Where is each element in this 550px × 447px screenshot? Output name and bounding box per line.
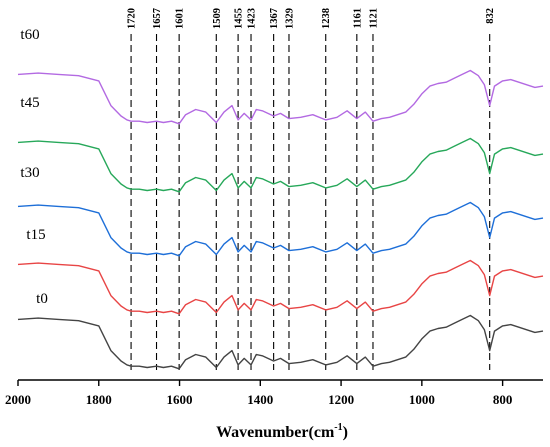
x-tick-label-1400: 1400 bbox=[247, 392, 273, 407]
series-label-t30: t30 bbox=[20, 165, 39, 181]
peak-label-1238: 1238 bbox=[321, 8, 332, 29]
series-line-t30 bbox=[17, 201, 544, 257]
x-axis: 2000 1800 1600 1400 1200 1000 800 bbox=[5, 379, 543, 407]
peak-marker-group: 1720 1657 1601 1509 1455 1423 1367 1329 1238 1161… bbox=[127, 8, 496, 370]
x-tick-label-800: 800 bbox=[493, 392, 513, 407]
series-label-group: t0 t15 t30 t45 t60 bbox=[20, 27, 47, 307]
series-label-t45: t45 bbox=[20, 95, 39, 111]
series-label-t60: t60 bbox=[20, 27, 39, 43]
x-axis-title-unit-exponent: -1 bbox=[334, 422, 342, 433]
peak-label-1720: 1720 bbox=[127, 8, 138, 29]
peak-label-1423: 1423 bbox=[247, 8, 258, 29]
series-label-t0: t0 bbox=[36, 291, 48, 307]
series-line-t0 bbox=[17, 314, 544, 370]
x-axis-title-close: ) bbox=[343, 424, 348, 441]
peak-label-1329: 1329 bbox=[284, 8, 295, 29]
peak-label-1455: 1455 bbox=[234, 8, 245, 29]
x-tick-label-1600: 1600 bbox=[167, 392, 193, 407]
series-label-t15: t15 bbox=[26, 227, 45, 243]
series-group bbox=[17, 69, 544, 370]
peak-label-1601: 1601 bbox=[175, 8, 186, 29]
series-line-t45 bbox=[17, 137, 544, 193]
x-tick-label-1200: 1200 bbox=[328, 392, 354, 407]
x-tick-label-1000: 1000 bbox=[409, 392, 435, 407]
x-tick-label-2000: 2000 bbox=[5, 392, 31, 407]
x-tick-label-1800: 1800 bbox=[86, 392, 112, 407]
series-line-t60 bbox=[17, 69, 544, 125]
peak-label-832: 832 bbox=[485, 8, 496, 24]
peak-label-1367: 1367 bbox=[269, 8, 280, 29]
peak-label-1121: 1121 bbox=[368, 8, 379, 28]
peak-label-1161: 1161 bbox=[352, 8, 363, 28]
series-line-t15 bbox=[17, 259, 544, 315]
peak-label-1657: 1657 bbox=[152, 8, 163, 29]
peak-label-1509: 1509 bbox=[212, 8, 223, 29]
x-axis-title: Wavenumber(cm-1) bbox=[216, 422, 348, 441]
